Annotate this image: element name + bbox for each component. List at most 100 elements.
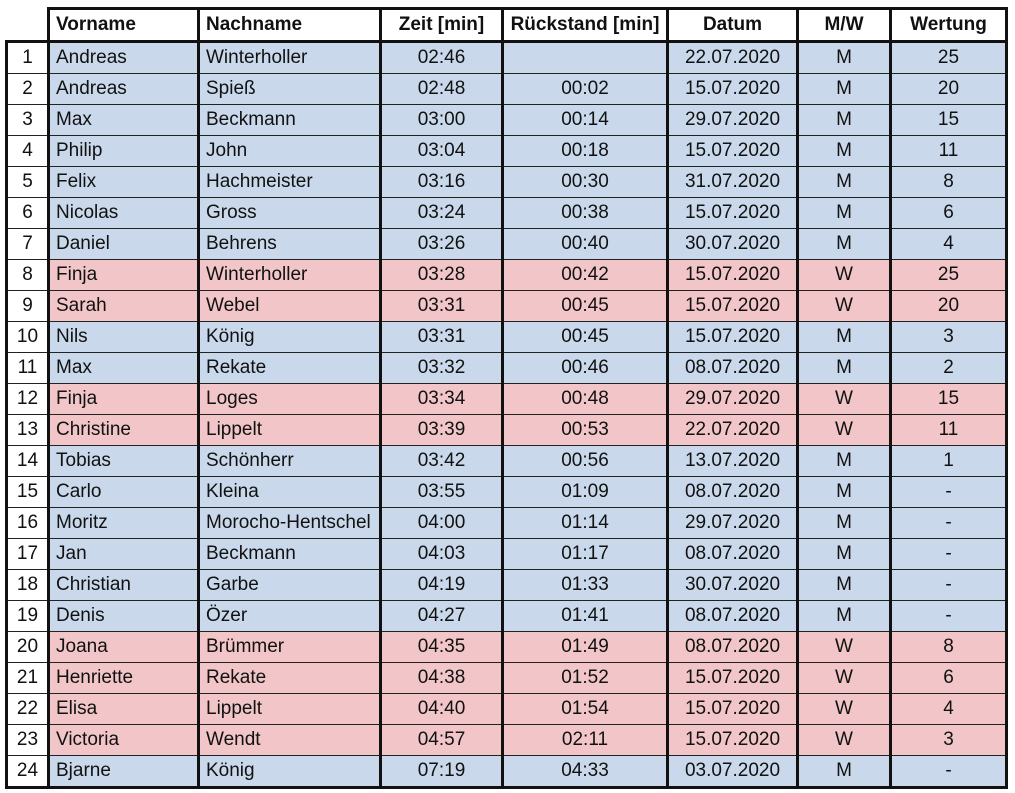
cell-rank: 22 (5, 693, 49, 725)
cell-rueckstand: 04:33 (502, 755, 669, 789)
cell-wertung: 8 (890, 631, 1008, 663)
header-nachname: Nachname (198, 7, 382, 43)
cell-datum: 08.07.2020 (667, 631, 799, 663)
cell-vorname: Jan (47, 538, 200, 570)
cell-zeit: 04:35 (380, 631, 504, 663)
cell-rank: 2 (5, 73, 49, 105)
cell-rueckstand: 01:49 (502, 631, 669, 663)
cell-nachname: Gross (198, 197, 382, 229)
cell-vorname: Joana (47, 631, 200, 663)
cell-datum: 15.07.2020 (667, 73, 799, 105)
cell-nachname: Winterholler (198, 259, 382, 291)
cell-vorname: Daniel (47, 228, 200, 260)
cell-wertung: 4 (890, 228, 1008, 260)
cell-vorname: Nicolas (47, 197, 200, 229)
cell-rueckstand: 01:17 (502, 538, 669, 570)
cell-nachname: Spieß (198, 73, 382, 105)
cell-wertung: - (890, 538, 1008, 570)
cell-mw: M (797, 166, 892, 198)
cell-rueckstand: 01:41 (502, 600, 669, 632)
cell-rank: 6 (5, 197, 49, 229)
table-row: 7 Daniel Behrens 03:26 00:40 30.07.2020 M 4 (5, 228, 1008, 260)
cell-rueckstand: 00:53 (502, 414, 669, 446)
cell-rank: 20 (5, 631, 49, 663)
cell-nachname: Lippelt (198, 414, 382, 446)
cell-rank: 3 (5, 104, 49, 136)
cell-datum: 30.07.2020 (667, 228, 799, 260)
cell-nachname: König (198, 755, 382, 789)
header-vorname: Vorname (47, 7, 200, 43)
cell-mw: W (797, 693, 892, 725)
cell-mw: W (797, 290, 892, 322)
cell-rank: 18 (5, 569, 49, 601)
cell-wertung: 6 (890, 197, 1008, 229)
cell-wertung: 15 (890, 104, 1008, 136)
cell-datum: 15.07.2020 (667, 259, 799, 291)
cell-wertung: 2 (890, 352, 1008, 384)
cell-mw: W (797, 259, 892, 291)
cell-wertung: - (890, 600, 1008, 632)
cell-datum: 08.07.2020 (667, 476, 799, 508)
cell-vorname: Elisa (47, 693, 200, 725)
cell-zeit: 03:31 (380, 321, 504, 353)
cell-zeit: 04:57 (380, 724, 504, 756)
cell-datum: 13.07.2020 (667, 445, 799, 477)
cell-vorname: Finja (47, 259, 200, 291)
cell-rank: 19 (5, 600, 49, 632)
cell-rueckstand: 00:18 (502, 135, 669, 167)
cell-vorname: Andreas (47, 73, 200, 105)
cell-mw: W (797, 631, 892, 663)
cell-datum: 15.07.2020 (667, 724, 799, 756)
cell-wertung: 4 (890, 693, 1008, 725)
cell-zeit: 03:24 (380, 197, 504, 229)
cell-zeit: 03:28 (380, 259, 504, 291)
cell-zeit: 03:42 (380, 445, 504, 477)
cell-wertung: - (890, 569, 1008, 601)
cell-vorname: Henriette (47, 662, 200, 694)
cell-zeit: 04:19 (380, 569, 504, 601)
cell-wertung: 20 (890, 290, 1008, 322)
cell-vorname: Nils (47, 321, 200, 353)
cell-rank: 9 (5, 290, 49, 322)
cell-vorname: Felix (47, 166, 200, 198)
cell-datum: 08.07.2020 (667, 352, 799, 384)
table-row: 5 Felix Hachmeister 03:16 00:30 31.07.2020 M 8 (5, 166, 1008, 198)
cell-wertung: 6 (890, 662, 1008, 694)
table-row: 22 Elisa Lippelt 04:40 01:54 15.07.2020 W 4 (5, 693, 1008, 725)
cell-nachname: Wendt (198, 724, 382, 756)
cell-mw: M (797, 507, 892, 539)
cell-mw: M (797, 476, 892, 508)
cell-wertung: 11 (890, 135, 1008, 167)
cell-rank: 12 (5, 383, 49, 415)
cell-rank: 11 (5, 352, 49, 384)
cell-vorname: Denis (47, 600, 200, 632)
cell-zeit: 02:48 (380, 73, 504, 105)
cell-vorname: Sarah (47, 290, 200, 322)
cell-nachname: Beckmann (198, 538, 382, 570)
cell-rueckstand: 01:52 (502, 662, 669, 694)
table-row: 8 Finja Winterholler 03:28 00:42 15.07.2020 W 2… (5, 259, 1008, 291)
table-row: 6 Nicolas Gross 03:24 00:38 15.07.2020 M 6 (5, 197, 1008, 229)
cell-vorname: Carlo (47, 476, 200, 508)
cell-nachname: Özer (198, 600, 382, 632)
cell-rueckstand: 02:11 (502, 724, 669, 756)
cell-datum: 31.07.2020 (667, 166, 799, 198)
cell-wertung: 15 (890, 383, 1008, 415)
cell-rueckstand: 00:46 (502, 352, 669, 384)
cell-rank: 7 (5, 228, 49, 260)
table-row: 4 Philip John 03:04 00:18 15.07.2020 M 11 (5, 135, 1008, 167)
cell-rank: 15 (5, 476, 49, 508)
cell-wertung: - (890, 507, 1008, 539)
cell-mw: W (797, 724, 892, 756)
cell-rank: 1 (5, 41, 49, 74)
cell-wertung: 25 (890, 259, 1008, 291)
table-row: 18 Christian Garbe 04:19 01:33 30.07.2020 M - (5, 569, 1008, 601)
table-row: 10 Nils König 03:31 00:45 15.07.2020 M 3 (5, 321, 1008, 353)
cell-rueckstand: 00:38 (502, 197, 669, 229)
cell-mw: W (797, 662, 892, 694)
cell-datum: 15.07.2020 (667, 662, 799, 694)
cell-mw: M (797, 135, 892, 167)
cell-datum: 29.07.2020 (667, 383, 799, 415)
cell-rank: 13 (5, 414, 49, 446)
cell-wertung: 1 (890, 445, 1008, 477)
